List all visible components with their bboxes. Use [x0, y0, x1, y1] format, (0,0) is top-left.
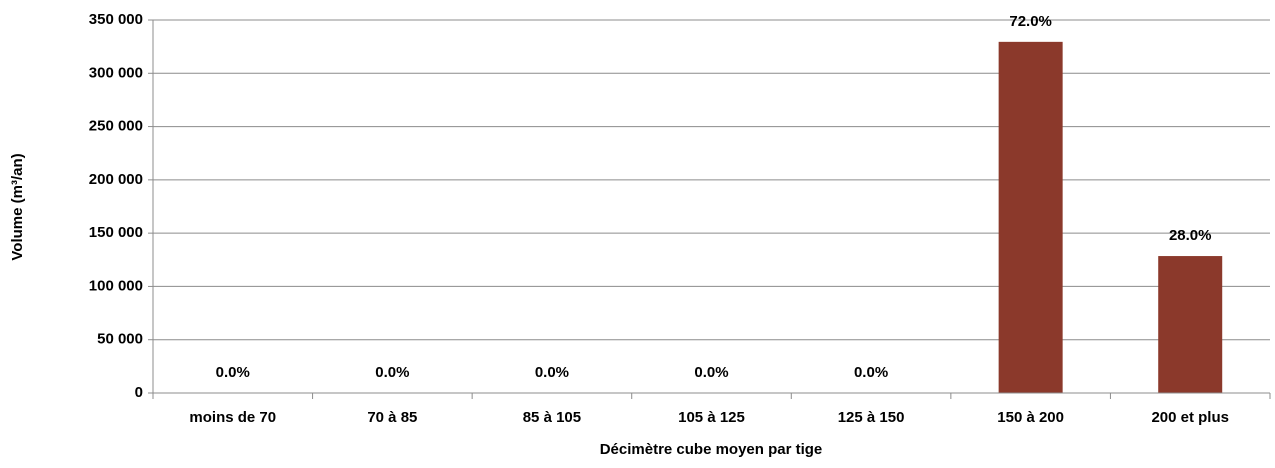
y-tick-label: 50 000 — [97, 331, 143, 348]
x-tick-label: 200 et plus — [1151, 409, 1229, 426]
x-tick-label: 85 à 105 — [523, 409, 581, 426]
bar — [998, 41, 1063, 394]
x-tick-label: moins de 70 — [189, 409, 276, 426]
x-tick-label: 70 à 85 — [367, 409, 417, 426]
data-label: 0.0% — [694, 364, 728, 381]
bar — [1158, 256, 1223, 393]
data-label: 0.0% — [854, 364, 888, 381]
x-tick-label: 125 à 150 — [838, 409, 905, 426]
x-axis-title: Décimètre cube moyen par tige — [600, 441, 823, 458]
data-label: 0.0% — [216, 364, 250, 381]
x-tick-label: 150 à 200 — [997, 409, 1064, 426]
data-label: 72.0% — [1009, 13, 1052, 30]
y-tick-label: 350 000 — [89, 11, 143, 28]
data-label: 28.0% — [1169, 227, 1212, 244]
y-tick-label: 250 000 — [89, 118, 143, 135]
x-tick-label: 105 à 125 — [678, 409, 745, 426]
y-tick-label: 200 000 — [89, 171, 143, 188]
y-tick-label: 150 000 — [89, 224, 143, 241]
data-label: 0.0% — [535, 364, 569, 381]
y-tick-label: 0 — [135, 384, 143, 401]
y-axis-title: Volume (m³/an) — [9, 153, 26, 260]
y-tick-label: 100 000 — [89, 277, 143, 294]
data-label: 0.0% — [375, 364, 409, 381]
y-tick-label: 300 000 — [89, 64, 143, 81]
